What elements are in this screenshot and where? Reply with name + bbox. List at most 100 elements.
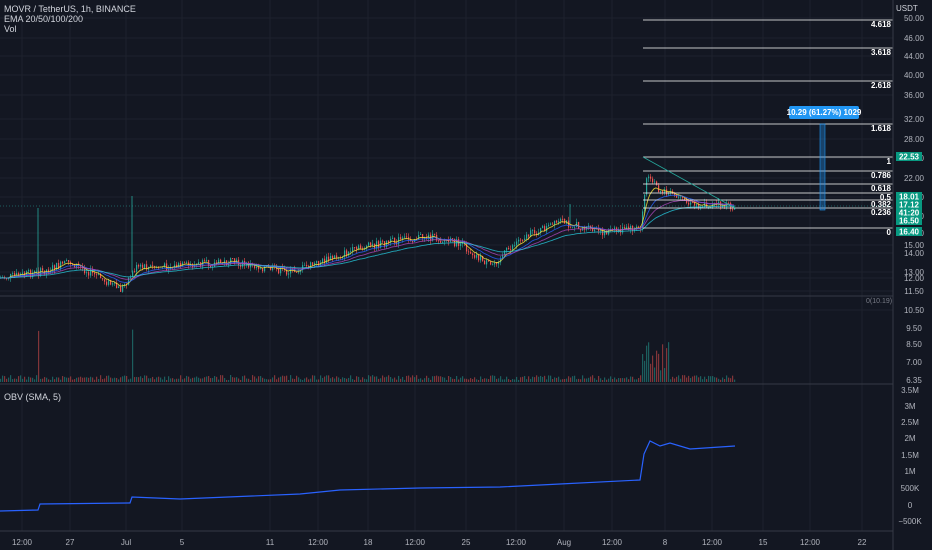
candle-body xyxy=(198,262,200,265)
fib-level-label: 1.618 xyxy=(871,124,892,133)
obv-legend[interactable]: OBV (SMA, 5) xyxy=(4,392,62,402)
volume-bar xyxy=(424,378,426,382)
fib-level-label: 0.5 xyxy=(880,193,892,202)
volume-bar xyxy=(122,376,124,382)
volume-bar xyxy=(630,376,632,382)
candle-body xyxy=(478,254,480,261)
volume-bar xyxy=(398,375,400,382)
symbol-title[interactable]: MOVR / TetherUS, 1h, BINANCE xyxy=(4,4,136,14)
candle-body xyxy=(358,245,360,250)
volume-bar xyxy=(350,375,352,382)
time-tick-label: 12:00 xyxy=(405,538,426,547)
volume-bar xyxy=(206,376,208,382)
time-axis[interactable]: 12:00 27 Jul 5 11 12:00 18 12:00 25 12:00 Aug 12:00… xyxy=(12,538,867,547)
volume-bar xyxy=(74,379,76,382)
vol-legend[interactable]: Vol xyxy=(4,24,17,34)
candle-body xyxy=(496,262,498,265)
pane-separators[interactable] xyxy=(0,0,894,550)
volume-bar xyxy=(636,379,638,382)
volume-bar xyxy=(478,379,480,382)
candle-body xyxy=(636,226,638,229)
candle-body xyxy=(100,274,102,279)
volume-bar xyxy=(146,375,148,382)
volume-bar xyxy=(440,376,442,382)
volume-bar xyxy=(142,378,144,382)
volume-bar xyxy=(64,376,66,382)
volume-bar xyxy=(486,378,488,382)
candle-body xyxy=(662,190,664,193)
candle-body xyxy=(520,239,522,241)
price-tick-label: 36.00 xyxy=(904,91,925,100)
volume-bar xyxy=(734,379,736,382)
volume-bar xyxy=(354,379,356,382)
ema-legend[interactable]: EMA 20/50/100/200 xyxy=(4,14,84,24)
candle-body xyxy=(164,263,166,267)
candle-body xyxy=(328,256,330,261)
candle-body xyxy=(558,221,560,223)
volume-bar xyxy=(660,370,662,382)
candle-body xyxy=(504,250,506,255)
volume-bar xyxy=(698,377,700,382)
candle-body xyxy=(88,272,90,276)
volume-bar xyxy=(2,375,4,382)
volume-bar xyxy=(638,378,640,382)
volume-bar xyxy=(54,379,56,382)
volume-bar xyxy=(68,377,70,382)
volume-bar xyxy=(332,377,334,382)
volume-bar xyxy=(442,377,444,382)
volume-bar xyxy=(376,376,378,382)
price-badge-label: 18.01 xyxy=(899,193,920,202)
volume-bar xyxy=(96,376,98,382)
candle-body xyxy=(14,273,16,276)
candle-body xyxy=(706,202,708,208)
candle-body xyxy=(644,194,646,212)
volume-bar xyxy=(730,378,732,382)
volume-bar xyxy=(10,375,12,382)
price-range-measure[interactable]: 10.29 (61.27%) 1029 xyxy=(787,106,862,211)
volume-bar xyxy=(368,375,370,382)
volume-bar xyxy=(256,378,258,382)
volume-bar xyxy=(402,376,404,382)
price-tick-label: 14.00 xyxy=(904,249,925,258)
volume-bar xyxy=(612,379,614,382)
volume-bar xyxy=(140,376,142,382)
volume-bar xyxy=(154,379,156,382)
price-badge xyxy=(896,227,922,236)
candle-body xyxy=(570,227,572,229)
volume-bar xyxy=(520,377,522,382)
volume-bar xyxy=(242,376,244,382)
candle-body xyxy=(94,272,96,275)
candle-body xyxy=(442,241,444,243)
candle-body xyxy=(690,202,692,205)
volume-bar xyxy=(390,376,392,382)
volume-bar xyxy=(352,379,354,382)
time-tick-label: 12:00 xyxy=(602,538,623,547)
volume-bar xyxy=(576,379,578,382)
volume-bar xyxy=(710,376,712,382)
candle-body xyxy=(184,262,186,264)
volume-bar xyxy=(554,377,556,382)
volume-bar xyxy=(506,376,508,382)
price-tick-label: 50.00 xyxy=(904,14,925,23)
candle-body xyxy=(146,264,148,270)
volume-bar xyxy=(112,378,114,382)
obv-tick-label: 3M xyxy=(904,402,915,411)
volume-bar xyxy=(606,379,608,382)
volume-bar xyxy=(310,378,312,382)
obv-path xyxy=(0,440,736,512)
candle-body xyxy=(654,181,656,183)
candle-body xyxy=(688,202,690,205)
fibonacci-tool[interactable]: 4.6183.6182.6181.61810.7860.6180.50.3820… xyxy=(0,19,893,237)
candle-body xyxy=(210,265,212,268)
volume-bar xyxy=(412,375,414,382)
volume-bar xyxy=(262,377,264,382)
candle-body xyxy=(8,278,10,279)
volume-bar xyxy=(42,378,44,382)
volume-bar xyxy=(556,377,558,382)
time-tick-label: 12:00 xyxy=(800,538,821,547)
candle-body xyxy=(532,230,534,231)
volume-bar xyxy=(224,378,226,382)
volume-bar xyxy=(384,377,386,382)
